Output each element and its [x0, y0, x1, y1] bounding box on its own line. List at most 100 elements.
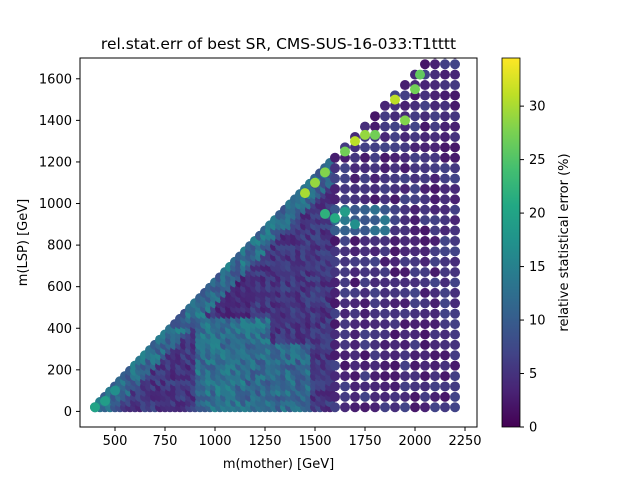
data-point-1422 [410, 215, 420, 226]
data-point-1412 [410, 319, 420, 330]
data-point-1525 [440, 204, 450, 215]
data-point-1589 [390, 94, 400, 105]
x-tick-label-1: 750 [153, 434, 178, 449]
data-point-1482 [430, 287, 440, 298]
data-point-1554 [450, 277, 460, 288]
data-point-1265 [360, 287, 370, 298]
data-point-1363 [390, 173, 400, 184]
data-point-1488 [430, 225, 440, 236]
data-point-1328 [380, 225, 390, 236]
data-point-1415 [410, 287, 420, 298]
y-tick-label-2: 400 [47, 322, 72, 337]
data-point-1298 [370, 235, 380, 246]
data-point-1250 [350, 163, 360, 174]
x-axis-label: m(mother) [GeV] [223, 457, 334, 472]
data-point-1533 [440, 121, 450, 132]
data-point-1539 [440, 59, 450, 70]
data-point-1373 [400, 391, 410, 402]
data-point-1364 [390, 163, 400, 174]
data-point-1507 [440, 391, 450, 402]
data-point-1210 [340, 308, 350, 319]
data-point-1550 [450, 319, 460, 330]
data-point-1427 [410, 163, 420, 174]
data-point-1267 [360, 267, 370, 278]
data-point-1522 [440, 235, 450, 246]
data-point-1203 [340, 381, 350, 392]
data-point-1586 [350, 136, 360, 147]
data-point-1350 [390, 308, 400, 319]
data-point-1515 [440, 308, 450, 319]
x-axis-ticks: 500 750 1000 1250 1500 1750 2000 2250 [103, 427, 482, 449]
data-point-1468 [420, 80, 430, 91]
y-tick-label-3: 600 [47, 280, 72, 295]
data-point-1495 [430, 152, 440, 163]
data-point-1254 [360, 402, 370, 413]
data-point-1198 [330, 173, 340, 184]
data-point-1369 [390, 111, 400, 122]
data-point-1467 [420, 90, 430, 101]
data-point-1281 [360, 121, 370, 132]
data-point-1177 [330, 391, 340, 402]
data-point-1571 [450, 100, 460, 111]
data-point-1414 [410, 298, 420, 309]
data-point-1393 [400, 183, 410, 194]
data-point-1248 [350, 183, 360, 194]
data-point-1348 [390, 329, 400, 340]
data-point-1204 [340, 371, 350, 382]
data-point-1590 [400, 115, 410, 126]
data-point-1325 [380, 256, 390, 267]
data-point-1264 [360, 298, 370, 309]
data-point-1294 [370, 277, 380, 288]
data-point-1530 [440, 152, 450, 163]
data-point-1514 [440, 319, 450, 330]
data-point-1524 [440, 215, 450, 226]
data-point-1574 [450, 69, 460, 80]
data-points [90, 58, 460, 413]
data-point-1405 [410, 391, 420, 402]
data-point-1424 [410, 194, 420, 205]
data-point-1288 [370, 339, 380, 350]
data-point-1471 [430, 402, 440, 413]
data-point-1561 [450, 204, 460, 215]
data-point-1407 [410, 371, 420, 382]
data-point-1307 [370, 142, 380, 153]
data-point-1256 [360, 381, 370, 392]
data-point-1557 [450, 246, 460, 257]
data-point-1433 [410, 100, 420, 111]
data-point-1551 [450, 308, 460, 319]
data-point-1402 [400, 90, 410, 101]
data-point-1185 [330, 308, 340, 319]
data-point-1556 [450, 256, 460, 267]
data-point-1457 [420, 194, 430, 205]
data-point-1212 [340, 287, 350, 298]
data-point-1335 [380, 152, 390, 163]
data-point-1303 [370, 183, 380, 194]
data-point-1344 [390, 371, 400, 382]
data-point-1211 [340, 298, 350, 309]
data-point-1299 [370, 225, 380, 236]
colorbar-tick-label-4: 20 [529, 207, 546, 222]
data-point-1263 [360, 308, 370, 319]
data-point-1329 [380, 215, 390, 226]
data-point-1300 [370, 215, 380, 226]
data-point-1188 [330, 277, 340, 288]
data-point-1431 [410, 121, 420, 132]
data-point-1251 [350, 152, 360, 163]
data-point-1200 [330, 152, 340, 163]
data-point-1443 [420, 339, 430, 350]
data-point-1439 [420, 381, 430, 392]
y-tick-label-5: 1000 [39, 197, 72, 212]
data-point-1359 [390, 215, 400, 226]
data-point-1549 [450, 329, 460, 340]
data-point-1239 [350, 277, 360, 288]
data-point-1455 [420, 215, 430, 226]
data-point-1191 [330, 246, 340, 257]
data-point-1213 [340, 277, 350, 288]
data-point-1347 [390, 339, 400, 350]
data-point-1384 [400, 277, 410, 288]
data-point-1316 [380, 350, 390, 361]
data-point-1395 [400, 163, 410, 174]
data-point-1386 [400, 256, 410, 267]
data-point-1266 [360, 277, 370, 288]
data-point-1271 [360, 225, 370, 236]
